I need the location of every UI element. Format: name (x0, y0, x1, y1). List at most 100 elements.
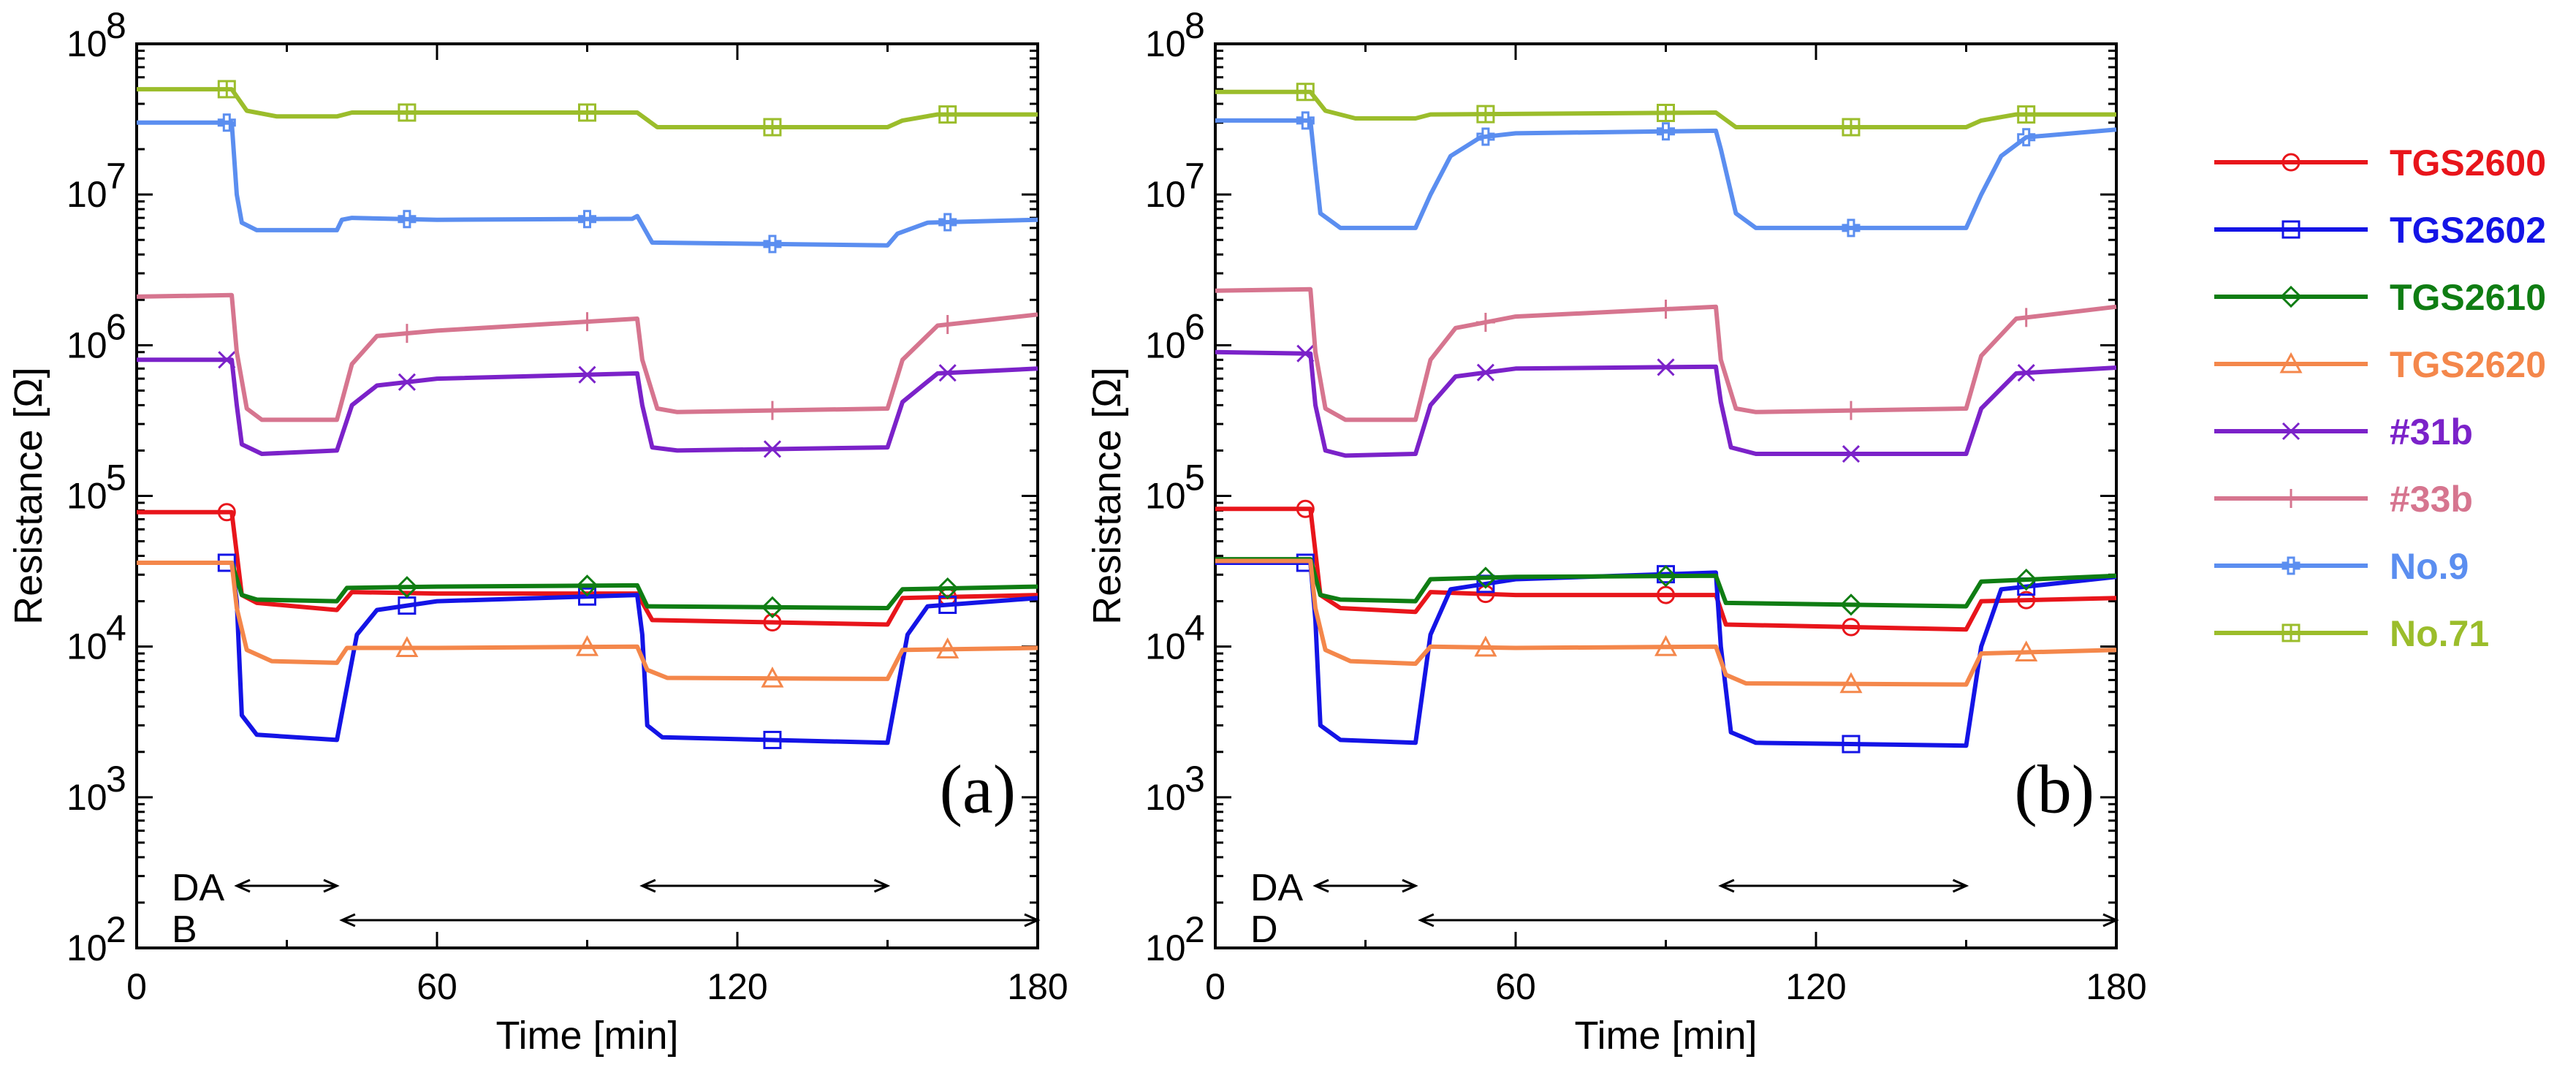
series-no-71 (137, 80, 1038, 137)
y-tick-exponent: 8 (1185, 5, 1205, 46)
series-marker-tgs2600 (763, 613, 782, 632)
y-tick-exponent: 2 (1185, 909, 1205, 950)
legend-marker (2281, 489, 2300, 508)
series-line-no-9 (1215, 118, 2117, 230)
series-marker-tgs2620 (936, 637, 960, 659)
plot-frame (1214, 42, 2118, 949)
x-axis-title: Time [min] (495, 1014, 678, 1058)
series-tgs2620 (1215, 558, 2117, 694)
series-marker-tgs2602 (763, 730, 782, 749)
series-tgs2620 (137, 561, 1038, 688)
phase-label-second: B (172, 908, 197, 951)
phase-label-second: D (1250, 908, 1278, 951)
series-marker-33b (2016, 308, 2036, 327)
y-tick-label: 106 (1145, 306, 1205, 365)
phase-arrow (339, 913, 1041, 927)
series-marker-no-9 (1657, 122, 1675, 141)
series-marker-33b (397, 324, 417, 344)
y-tick-base: 10 (1145, 626, 1186, 667)
series-33b (136, 292, 1038, 422)
y-tick-exponent: 6 (1185, 306, 1205, 347)
legend-entry-tgs2602: TGS2602 (2214, 210, 2546, 251)
series-marker-31b (218, 351, 236, 369)
series-marker-no-71 (398, 103, 417, 122)
legend-marker (2281, 623, 2300, 642)
series-marker-tgs2620 (2015, 640, 2038, 661)
y-tick-label: 107 (1145, 156, 1205, 215)
y-tick-exponent: 4 (106, 608, 126, 649)
y-tick-base: 10 (1145, 476, 1186, 517)
series-marker-33b (1475, 312, 1495, 332)
series-marker-31b (1842, 444, 1861, 463)
y-tick-base: 10 (67, 476, 107, 517)
series-marker-33b (1841, 401, 1861, 420)
series-33b (1215, 287, 2117, 422)
legend-label: #33b (2390, 479, 2473, 520)
y-tick-exponent: 8 (106, 5, 126, 46)
y-tick-base: 10 (67, 777, 107, 818)
series-no-9 (137, 113, 1038, 254)
series-marker-tgs2620 (575, 634, 599, 656)
legend: TGS2600 TGS2602 TGS2610 TGS2620 #31b #33b No.9… (2214, 143, 2546, 654)
series-line-31b (137, 357, 1038, 456)
y-axis-title: Resistance [Ω] (7, 367, 50, 625)
series-marker-tgs2600 (2017, 591, 2036, 610)
series-line-33b (136, 292, 1038, 422)
series-marker-no-9 (578, 210, 596, 229)
legend-label: TGS2600 (2390, 143, 2546, 183)
series-marker-tgs2602 (1842, 735, 1861, 754)
series-marker-31b (578, 365, 596, 384)
x-tick-label: 60 (1495, 966, 1536, 1007)
series-marker-33b (577, 312, 597, 332)
legend-label: TGS2602 (2390, 210, 2546, 251)
y-tick-label: 102 (1145, 909, 1205, 968)
series-marker-tgs2620 (761, 667, 784, 688)
y-tick-label: 105 (67, 458, 126, 517)
series-line-tgs2600 (1215, 506, 2117, 632)
series-line-no-71 (137, 87, 1038, 129)
legend-marker (2279, 285, 2303, 308)
panel-tag: (b) (2014, 751, 2094, 827)
series-line-no-71 (1215, 89, 2116, 129)
series-marker-no-71 (763, 118, 782, 137)
series-no-9 (1215, 111, 2117, 238)
x-tick-label: 120 (1785, 966, 1846, 1007)
x-tick-label: 180 (2086, 966, 2146, 1007)
series-marker-tgs2600 (217, 503, 236, 522)
y-tick-exponent: 3 (106, 759, 126, 800)
series-marker-tgs2610 (1474, 566, 1497, 589)
x-tick-label: 0 (1205, 966, 1226, 1007)
series-line-31b (1215, 349, 2117, 458)
phase-arrow (1718, 879, 1969, 893)
series-31b (1215, 344, 2117, 463)
series-line-no-9 (137, 120, 1038, 248)
y-tick-base: 10 (1145, 174, 1186, 215)
y-tick-base: 10 (67, 626, 107, 667)
x-axis-title: Time [min] (1574, 1014, 1757, 1058)
series-marker-tgs2610 (936, 577, 959, 600)
phase-label-da: DA (172, 867, 225, 909)
x-tick-label: 0 (126, 966, 147, 1007)
legend-marker (2281, 220, 2300, 239)
series-marker-no-71 (1296, 83, 1315, 102)
series-marker-tgs2610 (1654, 565, 1677, 588)
y-tick-exponent: 4 (1185, 608, 1205, 649)
series-marker-tgs2620 (1474, 635, 1497, 657)
series-marker-no-9 (217, 113, 236, 132)
y-tick-label: 105 (1145, 458, 1205, 517)
series-marker-no-9 (763, 235, 782, 254)
y-tick-label: 108 (67, 5, 126, 64)
legend-label: No.9 (2390, 546, 2469, 587)
series-marker-tgs2600 (1842, 618, 1861, 637)
y-tick-label: 104 (67, 608, 126, 667)
series-marker-no-71 (1657, 103, 1675, 122)
legend-label: #31b (2390, 411, 2473, 452)
series-marker-tgs2610 (1839, 593, 1863, 616)
series-tgs2610 (1215, 557, 2117, 616)
y-tick-base: 10 (1145, 777, 1186, 818)
y-tick-exponent: 5 (106, 458, 126, 498)
y-tick-label: 106 (67, 306, 126, 365)
series-line-tgs2602 (137, 561, 1038, 745)
series-line-tgs2610 (137, 561, 1038, 610)
